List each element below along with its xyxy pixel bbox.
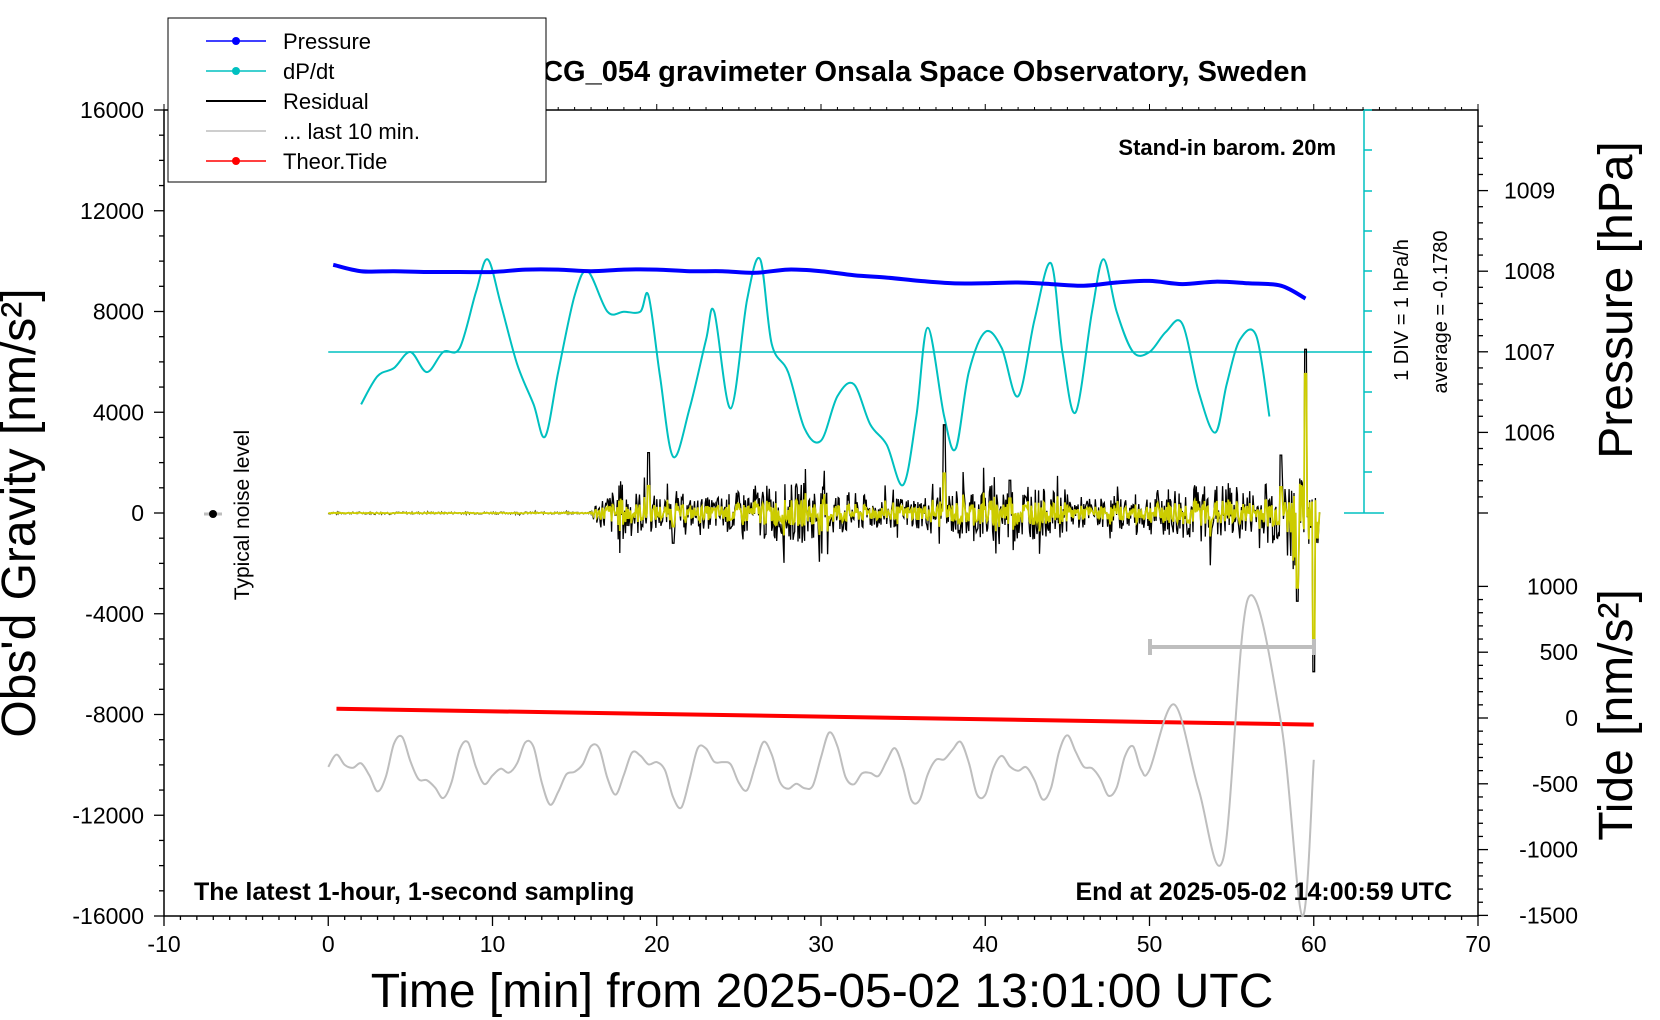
y-tick-label: -4000 — [85, 601, 144, 627]
x-tick-labels: -10 0 10 20 30 40 50 60 70 — [147, 931, 1490, 957]
y-tick-label: -12000 — [72, 802, 144, 828]
legend-label-2: Residual — [283, 89, 369, 114]
x-tick-label: 20 — [644, 931, 670, 957]
x-tick-label: -10 — [147, 931, 180, 957]
y-tick-label: 12000 — [80, 198, 144, 224]
tide-tick-label: 0 — [1565, 705, 1578, 731]
y-axis-label-tide: Tide [nm/s²] — [1590, 589, 1643, 841]
series-last-10-min-line — [327, 594, 1315, 918]
pressure-tick-label: 1006 — [1504, 419, 1555, 445]
tide-tick-label: 500 — [1540, 639, 1578, 665]
pressure-tick-label: 1007 — [1504, 339, 1555, 365]
legend-label-1: dP/dt — [283, 59, 334, 84]
stand-in-barometer-note: Stand-in barom. 20m — [1118, 135, 1336, 160]
x-tick-label: 60 — [1301, 931, 1327, 957]
legend-label-3: ... last 10 min. — [283, 119, 420, 144]
y-axis-label-pressure: Pressure [hPa] — [1590, 141, 1643, 458]
tide-tick-label: -1500 — [1519, 902, 1578, 928]
x-tick-label: 70 — [1465, 931, 1491, 957]
dpdt-scale-bar — [1344, 109, 1384, 514]
x-tick-label: 40 — [972, 931, 998, 957]
legend-marker-0 — [232, 37, 240, 45]
chart-title: SCG_054 gravimeter Onsala Space Observat… — [523, 56, 1307, 88]
noise-level-label: Typical noise level — [231, 430, 254, 600]
y-tick-label: -8000 — [85, 702, 144, 728]
series-pressure-line — [332, 262, 1307, 301]
tide-tick-label: 1000 — [1527, 573, 1578, 599]
legend: Pressure dP/dt Residual ... last 10 min. The… — [167, 17, 547, 183]
legend-label-0: Pressure — [283, 29, 371, 54]
legend-marker-1 — [232, 67, 240, 75]
pressure-tick-label: 1009 — [1504, 178, 1555, 204]
series-layer — [327, 256, 1372, 918]
end-time-note: End at 2025-05-02 14:00:59 UTC — [1075, 878, 1452, 906]
x-axis-label: Time [min] from 2025-05-02 13:01:00 UTC — [371, 965, 1274, 1018]
y-tick-label: 0 — [131, 500, 144, 526]
tide-tick-labels: 1000 500 0 -500 -1000 -1500 — [1519, 573, 1578, 928]
y-tick-label: 8000 — [93, 299, 144, 325]
y-tick-label: 16000 — [80, 97, 144, 123]
series-dpdt-line — [360, 256, 1271, 487]
noise-level-marker — [204, 510, 222, 518]
dpdt-average-label: average = -0.1780 — [1430, 231, 1452, 394]
last-10-min-bar — [1148, 639, 1316, 655]
series-tide-line — [336, 706, 1314, 727]
x-tick-label: 10 — [480, 931, 506, 957]
legend-label-4: Theor.Tide — [283, 149, 387, 174]
y-tick-label: -16000 — [72, 903, 144, 929]
dpdt-div-label: 1 DIV = 1 hPa/h — [1391, 239, 1413, 381]
y-tick-label: 4000 — [93, 399, 144, 425]
y-tick-labels: 16000 12000 8000 4000 0 -4000 -8000 -12000 -1600… — [72, 97, 144, 929]
x-tick-label: 50 — [1137, 931, 1163, 957]
pressure-tick-labels: 1009 1008 1007 1006 — [1504, 178, 1555, 446]
pressure-tick-label: 1008 — [1504, 258, 1555, 284]
tide-tick-label: -500 — [1532, 771, 1578, 797]
tide-tick-label: -1000 — [1519, 837, 1578, 863]
latest-sampling-note: The latest 1-hour, 1-second sampling — [194, 878, 634, 906]
y-axis-label-left: Obs'd Gravity [nm/s²] — [0, 288, 46, 737]
x-tick-label: 30 — [808, 931, 834, 957]
x-tick-label: 0 — [322, 931, 335, 957]
series-residual-filtered-line — [327, 372, 1321, 649]
legend-marker-4 — [232, 157, 240, 165]
